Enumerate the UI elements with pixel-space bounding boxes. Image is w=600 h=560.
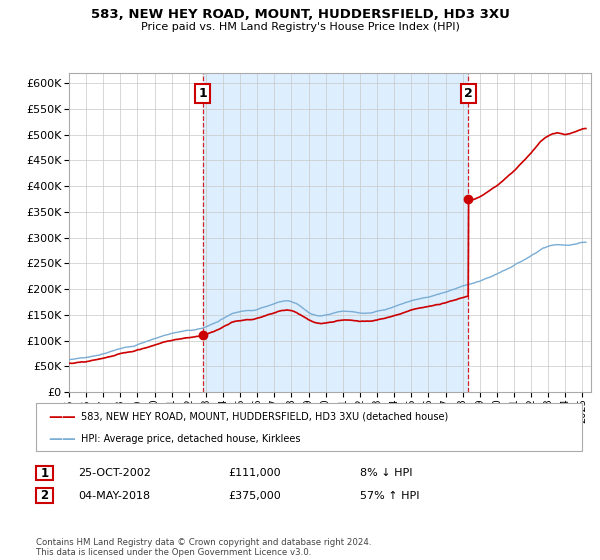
Text: 2: 2: [464, 87, 473, 100]
Text: Contains HM Land Registry data © Crown copyright and database right 2024.
This d: Contains HM Land Registry data © Crown c…: [36, 538, 371, 557]
Text: 1: 1: [40, 466, 49, 480]
Bar: [203, 73, 469, 392]
Text: 25-OCT-2002: 25-OCT-2002: [78, 468, 151, 478]
Text: 583, NEW HEY ROAD, MOUNT, HUDDERSFIELD, HD3 3XU: 583, NEW HEY ROAD, MOUNT, HUDDERSFIELD, …: [91, 8, 509, 21]
Text: 8% ↓ HPI: 8% ↓ HPI: [360, 468, 413, 478]
Text: Price paid vs. HM Land Registry's House Price Index (HPI): Price paid vs. HM Land Registry's House …: [140, 22, 460, 32]
Text: 04-MAY-2018: 04-MAY-2018: [78, 491, 150, 501]
Text: ——: ——: [48, 409, 76, 423]
Text: 583, NEW HEY ROAD, MOUNT, HUDDERSFIELD, HD3 3XU (detached house): 583, NEW HEY ROAD, MOUNT, HUDDERSFIELD, …: [81, 412, 448, 422]
Text: 57% ↑ HPI: 57% ↑ HPI: [360, 491, 419, 501]
Text: HPI: Average price, detached house, Kirklees: HPI: Average price, detached house, Kirk…: [81, 434, 301, 444]
Text: 2: 2: [40, 489, 49, 502]
Text: £111,000: £111,000: [228, 468, 281, 478]
Text: ——: ——: [48, 432, 76, 446]
Text: 1: 1: [199, 87, 207, 100]
Text: £375,000: £375,000: [228, 491, 281, 501]
